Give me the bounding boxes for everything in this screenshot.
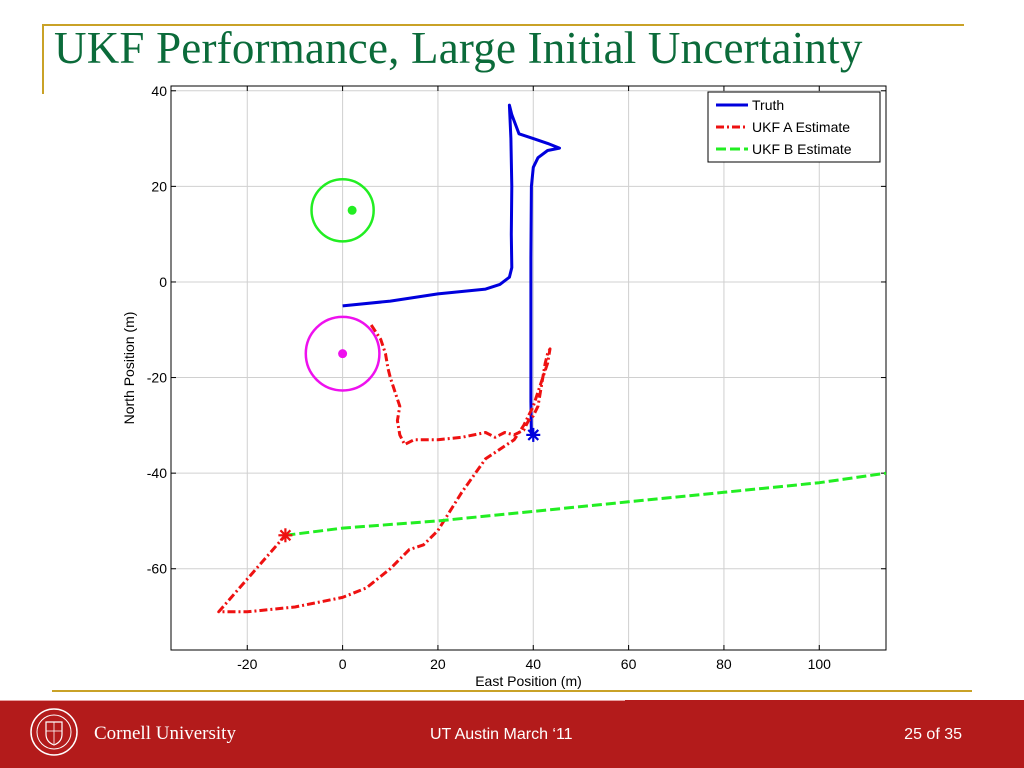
footer-divider	[52, 690, 972, 692]
x-tick-label: -20	[237, 656, 257, 672]
legend-label: UKF A Estimate	[752, 119, 850, 135]
university-name: Cornell University	[94, 723, 236, 744]
x-tick-label: 0	[339, 656, 347, 672]
x-tick-label: 60	[621, 656, 637, 672]
marker-star	[526, 427, 541, 442]
y-tick-label: 40	[151, 83, 167, 99]
plot-area	[171, 86, 886, 650]
slide-title: UKF Performance, Large Initial Uncertain…	[54, 23, 863, 73]
x-axis-label: East Position (m)	[475, 673, 582, 689]
x-tick-label: 80	[716, 656, 732, 672]
cornell-seal-icon	[30, 708, 78, 756]
footer-accent-line	[0, 700, 625, 701]
title-accent-left	[42, 24, 44, 94]
legend-label: UKF B Estimate	[752, 141, 852, 157]
page-number: 25 of 35	[904, 726, 962, 743]
legend-label: Truth	[752, 97, 784, 113]
x-tick-label: 40	[525, 656, 541, 672]
uncertainty-circle	[304, 315, 381, 392]
footer-bar: Cornell University UT Austin March ‘11 2…	[0, 700, 1024, 768]
y-tick-label: -60	[147, 561, 167, 577]
y-tick-label: 20	[151, 178, 167, 194]
x-tick-label: 20	[430, 656, 446, 672]
marker-dot	[347, 205, 357, 215]
y-tick-label: -20	[147, 370, 167, 386]
series-line	[342, 103, 561, 435]
x-tick-label: 100	[808, 656, 832, 672]
marker-star	[278, 528, 293, 543]
uncertainty-circle	[310, 177, 375, 243]
plot-frame	[170, 85, 887, 651]
series-line	[217, 324, 552, 614]
y-tick-label: -40	[147, 465, 167, 481]
trajectory-chart: -20 0 20 40 60 80 100 40 20 0 -20 -40 -60 East Positi…	[121, 83, 887, 689]
title-accent-top	[42, 24, 964, 26]
y-tick-label: 0	[159, 274, 167, 290]
y-axis-label: North Position (m)	[121, 312, 137, 425]
series-line	[285, 471, 887, 537]
marker-dot	[338, 349, 348, 359]
footer-event-label: UT Austin March ‘11	[430, 726, 573, 743]
